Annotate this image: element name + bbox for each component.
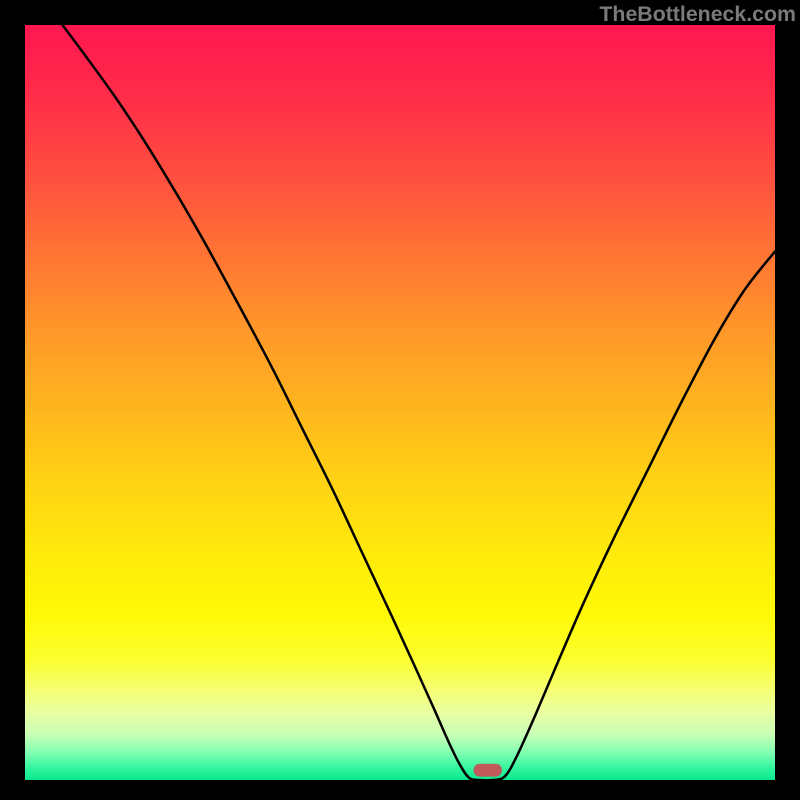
bottleneck-curve-chart (25, 25, 775, 780)
chart-stage: TheBottleneck.com (0, 0, 800, 800)
watermark-text: TheBottleneck.com (599, 2, 796, 27)
gradient-background (25, 25, 775, 780)
optimal-point-marker (474, 764, 503, 777)
